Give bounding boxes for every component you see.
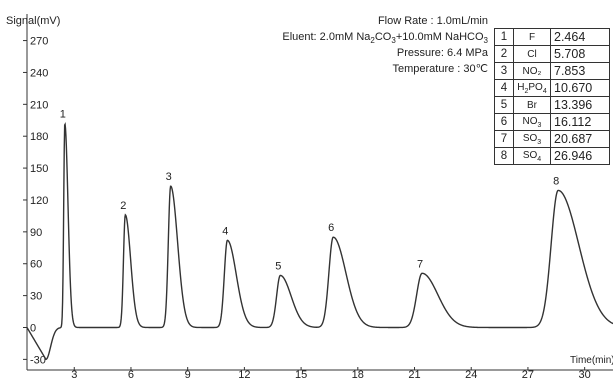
x-axis-ticks: 3 6 9 12 15 18 21 24 27 30 — [71, 367, 591, 380]
peak-label: 8 — [553, 175, 559, 187]
peak-number: 7 — [494, 130, 514, 148]
ion-name: NO₂ — [513, 62, 551, 80]
x-tick-label: 24 — [465, 369, 477, 380]
x-axis-label: Time(min) — [570, 355, 613, 366]
peak-label: 5 — [275, 260, 281, 272]
y-tick-label: 90 — [30, 227, 42, 239]
retention-time: 20.687 — [550, 130, 610, 148]
y-tick-label: 60 — [30, 259, 42, 271]
peak-table: 1 F 2.464 2 Cl 5.708 3 NO₂ 7.853 4 H2PO4 10.670 5 Br 1… — [494, 28, 610, 165]
ion-name: F — [513, 28, 551, 46]
peak-label: 4 — [222, 225, 228, 237]
peak-label: 3 — [166, 171, 172, 183]
x-tick-label: 6 — [128, 369, 134, 380]
y-tick-label: 150 — [30, 163, 48, 175]
peak-number: 5 — [494, 96, 514, 114]
ion-name: SO4 — [513, 147, 551, 165]
ion-name: Cl — [513, 45, 551, 63]
peak-table-row: 2 Cl 5.708 — [494, 45, 610, 63]
ion-name: SO3 — [513, 130, 551, 148]
ion-name: Br — [513, 96, 551, 114]
y-tick-label: 180 — [30, 131, 48, 143]
x-tick-label: 12 — [238, 369, 250, 380]
y-tick-label: 270 — [30, 36, 48, 48]
peak-number: 8 — [494, 147, 514, 165]
retention-time: 26.946 — [550, 147, 610, 165]
peak-number: 2 — [494, 45, 514, 63]
peak-table-row: 8 SO4 26.946 — [494, 147, 610, 165]
eluent-text: Eluent: 2.0mM Na2CO3+10.0mM NaHCO3 — [282, 31, 488, 46]
y-axis-label: Signal(mV) — [6, 15, 61, 27]
peak-table-row: 4 H2PO4 10.670 — [494, 79, 610, 97]
peak-table-row: 5 Br 13.396 — [494, 96, 610, 114]
peak-table-row: 3 NO₂ 7.853 — [494, 62, 610, 80]
ion-name: H2PO4 — [513, 79, 551, 97]
retention-time: 7.853 — [550, 62, 610, 80]
peak-number: 6 — [494, 113, 514, 131]
peak-table-row: 6 NO3 16.112 — [494, 113, 610, 131]
temperature-text: Temperature : 30℃ — [392, 63, 488, 75]
retention-time: 5.708 — [550, 45, 610, 63]
x-tick-label: 15 — [295, 369, 307, 380]
peak-table-row: 7 SO3 20.687 — [494, 130, 610, 148]
retention-time: 10.670 — [550, 79, 610, 97]
ion-name: NO3 — [513, 113, 551, 131]
peak-number: 1 — [494, 28, 514, 46]
x-tick-label: 27 — [522, 369, 534, 380]
retention-time: 13.396 — [550, 96, 610, 114]
peak-number: 4 — [494, 79, 514, 97]
x-tick-label: 18 — [352, 369, 364, 380]
peak-table-row: 1 F 2.464 — [494, 28, 610, 46]
x-tick-label: 30 — [579, 369, 591, 380]
flow-rate-text: Flow Rate : 1.0mL/min — [377, 15, 488, 27]
y-tick-label: 0 — [30, 322, 36, 334]
peak-label: 1 — [60, 108, 66, 120]
peak-label: 2 — [120, 200, 126, 212]
x-tick-label: 3 — [71, 369, 77, 380]
pressure-text: Pressure: 6.4 MPa — [396, 47, 488, 59]
x-tick-label: 21 — [408, 369, 420, 380]
y-tick-label: 30 — [30, 291, 42, 303]
peak-number: 3 — [494, 62, 514, 80]
y-tick-label: -30 — [30, 354, 46, 366]
axes — [26, 14, 613, 371]
retention-time: 2.464 — [550, 28, 610, 46]
y-tick-label: 240 — [30, 67, 48, 79]
retention-time: 16.112 — [550, 113, 610, 131]
y-tick-label: 210 — [30, 99, 48, 111]
peak-label: 7 — [417, 258, 423, 270]
peak-label: 6 — [328, 222, 334, 234]
chromatogram-trace — [26, 122, 613, 360]
y-axis-ticks: -30 0 30 60 90 120 150 180 210 240 270 — [23, 36, 48, 366]
x-tick-label: 9 — [185, 369, 191, 380]
y-tick-label: 120 — [30, 195, 48, 207]
